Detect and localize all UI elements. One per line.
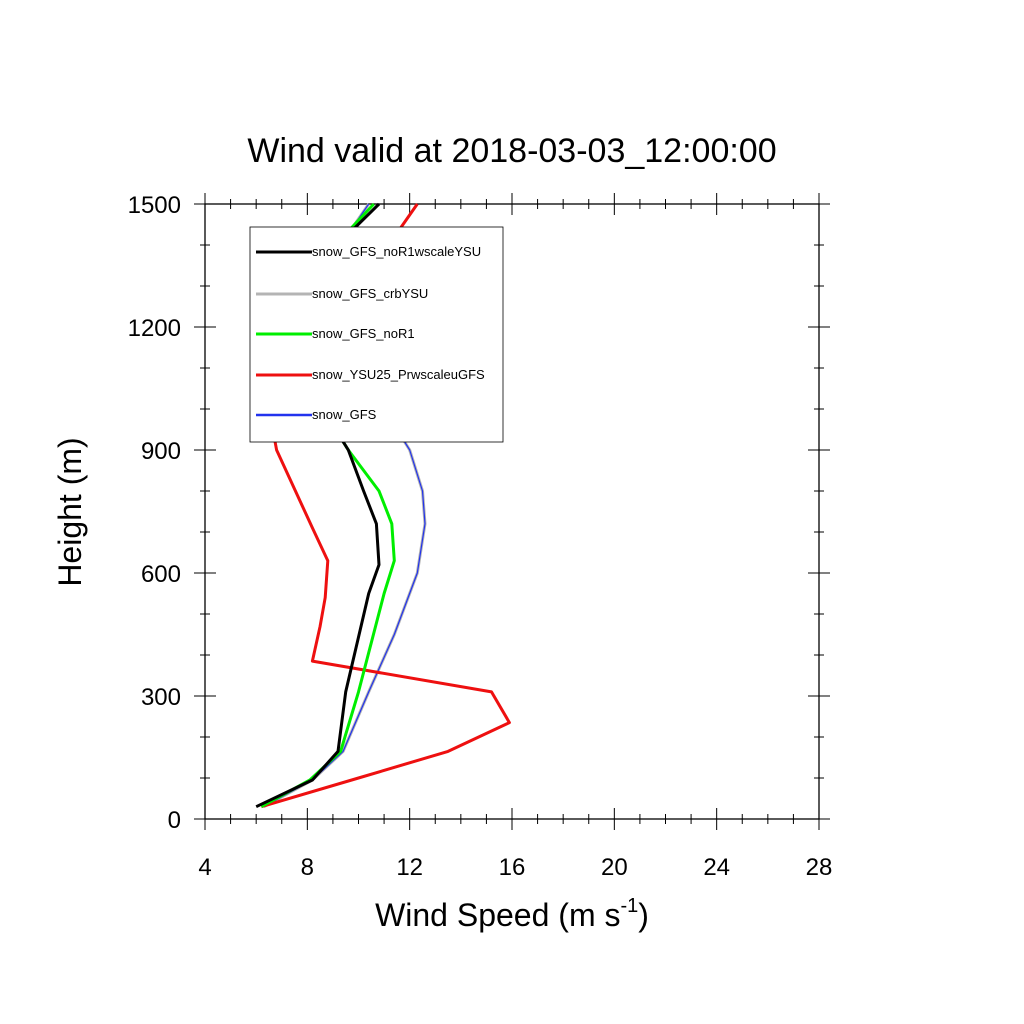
- legend-label: snow_YSU25_PrwscaleuGFS: [312, 367, 485, 382]
- x-tick-label: 12: [396, 854, 423, 881]
- x-tick-label: 28: [806, 854, 833, 881]
- legend-label: snow_GFS_crbYSU: [312, 286, 428, 301]
- y-tick-label: 900: [141, 438, 181, 465]
- legend-label: snow_GFS: [312, 407, 377, 422]
- x-tick-label: 4: [198, 854, 211, 881]
- chart-title: Wind valid at 2018-03-03_12:00:00: [247, 132, 776, 170]
- x-tick-label: 8: [301, 854, 314, 881]
- y-tick-label: 300: [141, 684, 181, 711]
- y-tick-label: 1200: [128, 315, 181, 342]
- x-axis-label-superscript: -1: [620, 895, 638, 917]
- y-tick-label: 600: [141, 561, 181, 588]
- x-tick-label: 24: [703, 854, 730, 881]
- y-axis-label: Height (m): [52, 437, 88, 586]
- x-tick-label: 16: [499, 854, 526, 881]
- y-tick-label: 1500: [128, 192, 181, 219]
- x-axis-label-main: Wind Speed (m s: [375, 897, 620, 933]
- legend: snow_GFS_noR1wscaleYSU snow_GFS_crbYSUsno…: [249, 226, 504, 443]
- x-axis-label-suffix: ): [638, 897, 649, 933]
- axis-ticks: [194, 193, 830, 830]
- x-tick-label: 20: [601, 854, 628, 881]
- legend-label: snow_GFS_noR1wscaleYSU: [312, 244, 481, 259]
- y-tick-label: 0: [168, 807, 181, 834]
- tick-labels: 4 8 12 16 20 24 28 0 300 600 900 1200 1500: [128, 192, 833, 881]
- x-axis-label: Wind Speed (m s-1): [375, 895, 649, 933]
- legend-label: snow_GFS_noR1: [312, 326, 415, 341]
